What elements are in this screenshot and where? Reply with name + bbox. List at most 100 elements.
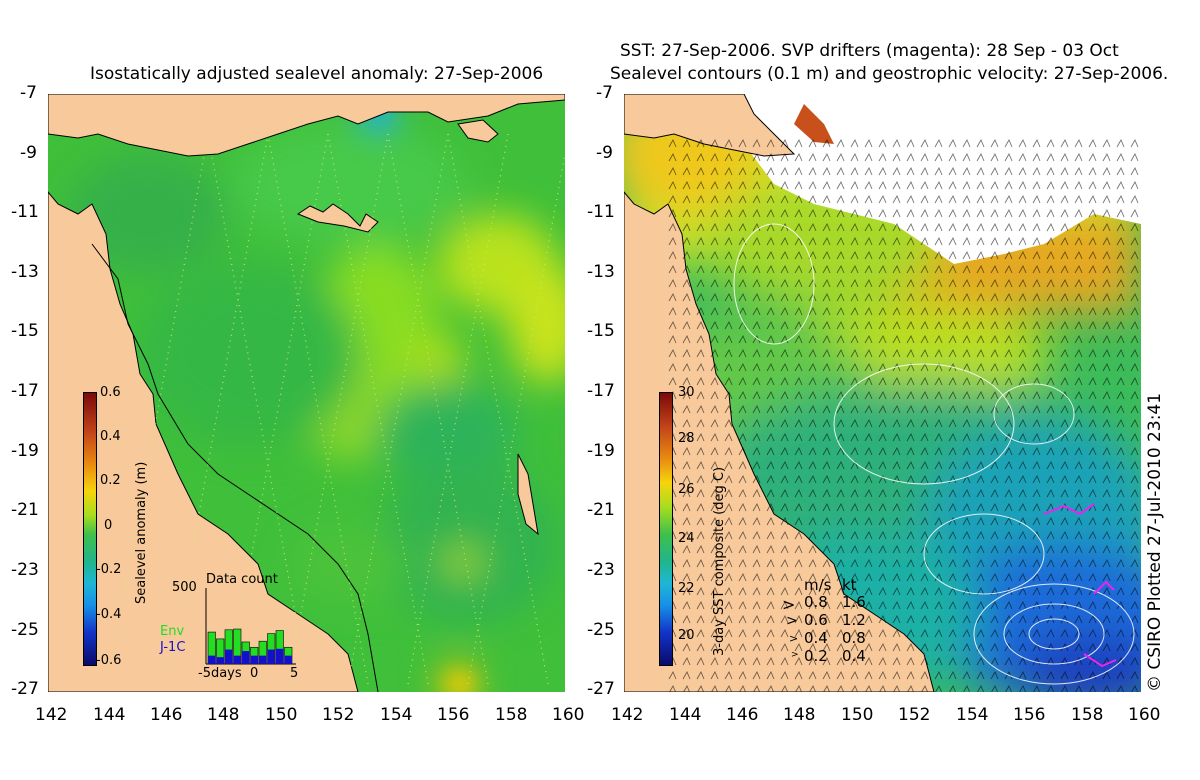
velocity-legend-kt: 0.8 [842, 629, 866, 647]
sst-colorbar-tick: 20 [678, 628, 695, 643]
data-count-chart [205, 588, 296, 665]
data-count-j1c-bar [276, 648, 284, 664]
velocity-legend-header-kt: kt [842, 576, 857, 594]
left-lat-tick: -23 [11, 560, 39, 580]
left-lat-tick: -25 [11, 620, 39, 640]
data-count-xlabel-right: 5 [290, 666, 299, 681]
right-lon-tick: 154 [956, 705, 989, 725]
velocity-legend-ms: 0.6 [804, 611, 828, 629]
right-lat-tick: -27 [587, 679, 615, 699]
sst-map [624, 94, 1141, 692]
right-lat-tick: -15 [587, 321, 615, 341]
data-count-inset: Data count 500 Env J-1C -5days 0 5 [160, 570, 300, 681]
sst-colorbar-tick: 30 [678, 385, 695, 400]
data-count-j1c-bar [250, 655, 258, 664]
left-lon-tick: 160 [552, 705, 585, 725]
left-lon-tick: 148 [207, 705, 240, 725]
velocity-arrow-icon: > [789, 632, 799, 645]
right-lon-tick: 142 [611, 705, 644, 725]
left-lat-tick: -27 [11, 679, 39, 699]
sst-colorbar-tick: 24 [678, 531, 695, 546]
velocity-legend-ms: 0.8 [804, 593, 828, 611]
left-panel-title: Isostatically adjusted sealevel anomaly:… [90, 64, 544, 84]
velocity-legend-kt: 0.4 [842, 647, 866, 665]
velocity-arrow-icon: > [782, 595, 796, 614]
sealevel-colorbar-tick: 0.2 [100, 473, 121, 488]
left-lat-tick: -9 [20, 143, 37, 163]
velocity-legend-header-ms: m/s [804, 576, 832, 594]
sealevel-colorbar-tick: -0.6 [96, 653, 122, 668]
sealevel-colorbar-tick: -0.4 [96, 607, 122, 622]
left-lon-tick: 144 [93, 705, 126, 725]
right-lon-tick: 156 [1013, 705, 1046, 725]
sealevel-colorbar [83, 392, 97, 666]
left-lat-tick: -17 [11, 381, 39, 401]
left-lon-tick: 142 [35, 705, 68, 725]
left-lon-tick: 154 [380, 705, 413, 725]
sealevel-colorbar-tick: 0.6 [100, 385, 121, 400]
right-panel-title-line2: Sealevel contours (0.1 m) and geostrophi… [610, 64, 1169, 84]
left-lat-tick: -19 [11, 441, 39, 461]
data-count-title: Data count [206, 572, 278, 587]
right-lat-tick: -17 [587, 381, 615, 401]
right-lon-tick: 158 [1071, 705, 1104, 725]
sealevel-colorbar-label: Sealevel anomaly (m) [134, 461, 149, 604]
right-lon-tick: 146 [726, 705, 759, 725]
velocity-arrow-icon: > [791, 650, 799, 660]
right-lat-tick: -11 [587, 202, 615, 222]
right-lat-tick: -7 [596, 83, 613, 103]
right-lon-tick: 148 [783, 705, 816, 725]
velocity-legend: m/s kt > 0.8 1.6 > 0.6 1.2 > 0.4 0.8 > 0… [780, 576, 880, 668]
sst-colorbar-label: 3-day SST composite (deg C) [712, 466, 727, 656]
data-count-j1c-bar [267, 649, 275, 664]
right-lon-tick: 150 [841, 705, 874, 725]
sealevel-anomaly-field [48, 94, 565, 692]
sst-colorbar-tick: 28 [678, 431, 695, 446]
data-count-j1c-bar [216, 657, 224, 664]
data-count-j1c-bar [284, 655, 292, 664]
right-panel-title-line1: SST: 27-Sep-2006. SVP drifters (magenta)… [620, 41, 1119, 61]
sst-colorbar-tick: 26 [678, 482, 695, 497]
sst-colorbar-tick: 22 [678, 581, 695, 596]
plot-credit: © CSIRO Plotted 27-Jul-2010 23:41 [1145, 392, 1165, 692]
left-lon-tick: 152 [322, 705, 355, 725]
sealevel-colorbar-tick: -0.2 [96, 562, 122, 577]
right-lat-tick: -25 [587, 620, 615, 640]
data-count-j1c-bar [225, 649, 233, 664]
left-lat-tick: -15 [11, 321, 39, 341]
left-lon-tick: 158 [495, 705, 528, 725]
data-count-xlabel-mid: 0 [250, 666, 259, 681]
velocity-legend-kt: 1.6 [842, 593, 866, 611]
right-lat-tick: -9 [596, 143, 613, 163]
velocity-legend-kt: 1.2 [842, 611, 866, 629]
right-lon-tick: 160 [1128, 705, 1161, 725]
left-lat-tick: -7 [20, 83, 37, 103]
sealevel-colorbar-tick: 0 [104, 518, 113, 533]
left-lon-tick: 146 [150, 705, 183, 725]
data-count-j1c-bar [259, 655, 267, 664]
right-lat-tick: -19 [587, 441, 615, 461]
data-count-legend-j1c: J-1C [160, 640, 186, 655]
data-count-j1c-bar [208, 655, 216, 664]
data-count-legend-env: Env [160, 624, 185, 639]
data-count-ymax: 500 [172, 580, 197, 595]
right-lat-tick: -23 [587, 560, 615, 580]
right-lon-tick: 144 [669, 705, 702, 725]
left-lon-tick: 156 [437, 705, 470, 725]
velocity-legend-ms: 0.2 [804, 647, 828, 665]
left-lat-tick: -21 [11, 500, 39, 520]
sst-field [624, 94, 1141, 692]
sealevel-anomaly-map [48, 94, 565, 692]
data-count-j1c-bar [233, 655, 241, 664]
data-count-xlabel-left: -5days [198, 666, 242, 681]
data-count-j1c-bar [242, 651, 250, 664]
velocity-legend-ms: 0.4 [804, 629, 828, 647]
right-lat-tick: -21 [587, 500, 615, 520]
sst-colorbar [659, 392, 673, 666]
velocity-arrow-icon: > [786, 613, 798, 629]
right-lon-tick: 152 [898, 705, 931, 725]
right-lat-tick: -13 [587, 262, 615, 282]
left-lon-tick: 150 [265, 705, 298, 725]
sealevel-colorbar-tick: 0.4 [100, 429, 121, 444]
left-lat-tick: -13 [11, 262, 39, 282]
